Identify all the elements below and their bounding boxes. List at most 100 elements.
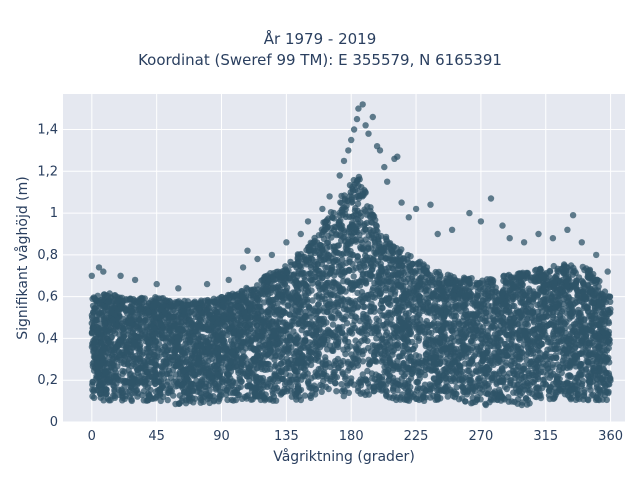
data-point — [315, 300, 322, 308]
data-point — [227, 383, 235, 390]
data-point — [415, 337, 422, 344]
data-point — [511, 302, 518, 310]
data-point — [356, 317, 364, 325]
data-point — [452, 301, 459, 308]
data-point — [305, 270, 312, 277]
data-point — [341, 192, 348, 199]
data-point — [489, 376, 496, 384]
data-point — [270, 296, 277, 304]
data-point — [451, 337, 458, 345]
data-point — [246, 377, 253, 384]
data-point — [138, 372, 145, 379]
data-point — [340, 392, 347, 400]
data-point — [349, 260, 356, 268]
data-point — [247, 325, 254, 332]
data-point — [579, 279, 587, 287]
data-point — [432, 379, 439, 386]
data-point — [444, 393, 451, 400]
data-point — [315, 316, 322, 324]
data-point — [307, 392, 314, 399]
data-point — [491, 349, 498, 357]
data-point — [254, 296, 261, 303]
data-point — [476, 322, 483, 330]
data-point — [382, 233, 390, 241]
data-point — [232, 291, 239, 298]
data-point — [607, 306, 614, 313]
chart-title: År 1979 - 2019 — [263, 30, 377, 48]
data-point — [529, 307, 537, 314]
data-point — [350, 273, 357, 280]
data-point — [499, 302, 506, 310]
data-point — [309, 297, 316, 304]
data-point — [584, 282, 592, 290]
data-point — [211, 379, 218, 387]
data-point — [368, 245, 375, 252]
data-point — [275, 284, 282, 291]
data-point — [432, 326, 440, 334]
data-point — [423, 335, 430, 343]
data-point — [573, 331, 581, 338]
data-point — [230, 389, 237, 397]
data-point — [224, 396, 231, 404]
data-point — [473, 368, 480, 375]
data-point — [584, 359, 592, 366]
data-point — [346, 285, 354, 292]
data-point — [385, 376, 393, 383]
data-point — [298, 264, 305, 271]
data-point — [530, 290, 537, 297]
data-point — [488, 396, 495, 403]
data-point — [492, 297, 499, 304]
data-point — [280, 358, 287, 366]
data-point — [448, 321, 455, 328]
data-point — [330, 215, 338, 222]
data-point — [489, 371, 496, 378]
data-point — [328, 313, 336, 320]
data-point — [320, 321, 327, 328]
data-point — [110, 327, 117, 335]
data-point — [467, 284, 475, 291]
data-point — [128, 344, 136, 351]
data-point — [337, 199, 344, 206]
data-point — [165, 387, 172, 394]
data-point — [565, 350, 572, 357]
data-point — [188, 308, 195, 315]
data-point — [402, 385, 409, 392]
data-point — [183, 332, 191, 339]
data-point — [318, 388, 325, 395]
data-point — [250, 368, 257, 375]
data-point — [499, 318, 506, 326]
data-point — [383, 388, 390, 395]
data-point — [124, 361, 132, 368]
data-point — [355, 384, 362, 392]
data-point — [331, 285, 338, 292]
data-point — [382, 347, 389, 354]
data-point — [395, 363, 402, 371]
data-point — [364, 367, 371, 375]
data-point — [172, 378, 180, 385]
data-point — [261, 299, 268, 306]
data-point — [359, 389, 367, 396]
data-point — [406, 324, 413, 331]
data-point — [554, 345, 561, 352]
data-point — [470, 321, 478, 328]
data-point — [301, 392, 309, 399]
data-point — [142, 382, 149, 389]
data-point — [502, 340, 509, 348]
data-point — [338, 381, 345, 388]
data-point — [345, 228, 352, 236]
data-point — [235, 311, 242, 318]
data-point — [282, 343, 289, 351]
data-point — [382, 325, 389, 332]
data-point — [286, 323, 294, 330]
data-point — [322, 383, 330, 390]
data-point — [367, 218, 375, 226]
data-point — [389, 367, 397, 374]
data-point — [434, 320, 441, 327]
data-point — [372, 249, 380, 256]
data-point — [483, 320, 490, 327]
data-point — [437, 377, 444, 384]
data-point — [333, 388, 340, 395]
data-point — [314, 261, 321, 268]
